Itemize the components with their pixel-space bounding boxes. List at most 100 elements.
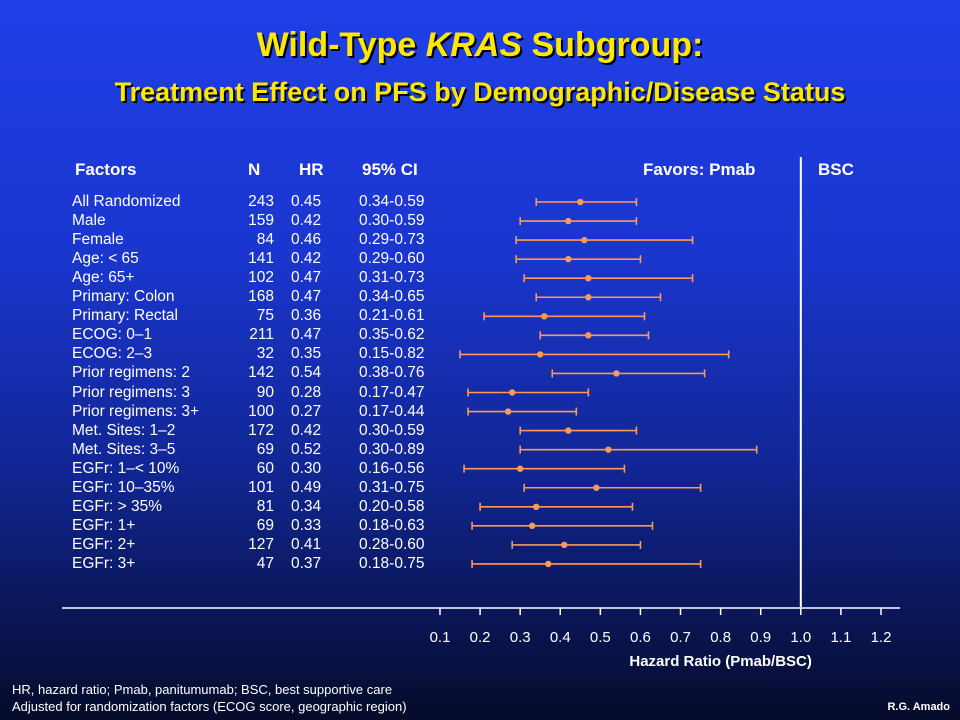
header-hr: HR [299,160,324,179]
row-ci: 0.15-0.82 [359,345,425,363]
hr-point [541,313,548,320]
row-n: 172 [248,421,274,439]
row-factor: Prior regimens: 2 [72,364,191,382]
row-hr: 0.47 [291,326,322,344]
row-n: 81 [256,497,274,515]
row-ci: 0.18-0.75 [359,554,425,572]
hr-point [593,484,600,491]
row-n: 211 [249,326,274,344]
row-hr: 0.33 [291,516,322,534]
x-tick-label: 0.6 [630,629,651,646]
row-factor: Prior regimens: 3+ [72,402,200,420]
row-ci: 0.31-0.75 [359,478,425,496]
hr-point [581,236,588,244]
row-hr: 0.52 [291,440,322,458]
row-n: 102 [248,269,274,287]
row-ci: 0.17-0.44 [359,402,425,420]
row-factor: EGFr: 1–< 10% [72,459,180,477]
header-favors-pmab: Favors: Pmab [643,160,756,179]
row-hr: 0.34 [291,497,322,515]
row-ci: 0.30-0.59 [359,212,425,230]
header-factors: Factors [75,160,137,179]
row-ci: 0.28-0.60 [359,535,425,553]
title-line-1: Wild-Type KRAS Subgroup: [0,26,960,65]
row-n: 101 [248,478,274,496]
row-hr: 0.42 [291,250,322,268]
hr-point [561,541,568,549]
row-n: 141 [248,250,274,268]
row-n: 90 [256,383,274,401]
hr-point [565,427,572,434]
hr-point [533,503,540,510]
row-ci: 0.16-0.56 [359,459,425,477]
row-hr: 0.28 [291,383,322,401]
row-ci: 0.31-0.73 [359,269,425,287]
row-factor: Primary: Colon [72,288,175,306]
row-factor: EGFr: > 35% [72,497,163,515]
footnote-abbreviations: HR, hazard ratio; Pmab, panitumumab; BSC… [12,682,393,697]
x-tick-label: 1.1 [830,629,851,646]
row-n: 159 [248,212,274,230]
row-factor: Met. Sites: 3–5 [72,440,176,458]
x-tick-label: 0.1 [430,629,451,646]
x-tick-label: 0.7 [670,629,691,646]
row-factor: Age: < 65 [72,250,139,268]
row-ci: 0.17-0.47 [359,383,425,401]
title-italic-gene: KRAS [425,26,523,64]
row-hr: 0.37 [291,554,322,572]
hr-point [537,351,544,358]
header-favors-bsc: BSC [818,160,854,179]
row-hr: 0.42 [291,421,322,439]
row-factor: Male [72,212,106,230]
row-ci: 0.21-0.61 [359,307,425,325]
hr-point [529,522,536,530]
row-factor: ECOG: 0–1 [72,326,153,344]
row-hr: 0.35 [291,345,322,363]
header-n: N [248,160,261,179]
row-n: 168 [248,288,274,306]
hr-point [585,275,592,282]
row-factor: EGFr: 1+ [72,516,136,534]
row-factor: Age: 65+ [72,269,135,287]
x-tick-label: 0.3 [510,629,531,646]
row-ci: 0.20-0.58 [359,497,425,515]
x-tick-label: 0.4 [550,629,571,646]
row-ci: 0.30-0.89 [359,440,425,458]
hr-point [545,560,552,568]
hr-point [577,198,584,206]
author-credit: R.G. Amado [887,701,950,713]
row-n: 100 [248,402,274,420]
row-hr: 0.36 [291,307,322,325]
row-n: 127 [248,535,274,553]
x-tick-label: 0.8 [710,629,731,646]
row-n: 142 [248,364,274,382]
row-hr: 0.47 [291,288,322,306]
row-hr: 0.45 [291,193,322,210]
hr-point [565,217,572,225]
row-hr: 0.27 [291,402,322,420]
row-n: 60 [256,459,274,477]
row-ci: 0.38-0.76 [359,364,425,382]
x-tick-label: 0.9 [750,629,771,646]
row-factor: EGFr: 3+ [72,554,136,572]
hr-point [565,255,572,263]
row-n: 243 [248,193,274,210]
title-line-2: Treatment Effect on PFS by Demographic/D… [114,77,846,107]
row-hr: 0.42 [291,212,322,230]
row-ci: 0.29-0.73 [359,231,425,249]
row-hr: 0.54 [291,364,322,382]
hr-point [504,408,512,415]
row-ci: 0.30-0.59 [359,421,425,439]
hr-point [585,332,592,339]
hr-point [605,446,612,453]
x-tick-label: 0.2 [470,629,491,646]
row-factor: ECOG: 2–3 [72,345,153,363]
row-factor: EGFr: 2+ [72,535,136,553]
row-n: 47 [256,554,274,572]
row-factor: Primary: Rectal [72,307,178,325]
row-n: 32 [256,345,274,363]
hr-point [613,370,620,377]
x-tick-label: 0.5 [590,629,611,646]
row-hr: 0.30 [291,459,322,477]
footnote-adjustment: Adjusted for randomization factors (ECOG… [12,699,407,714]
